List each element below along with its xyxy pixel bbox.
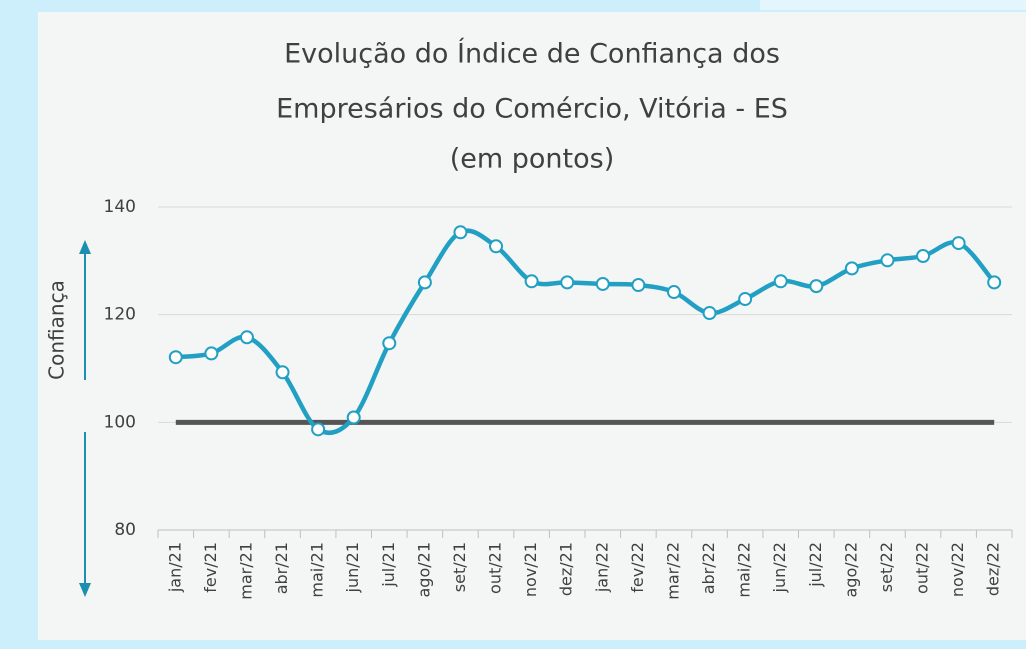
point <box>417 275 432 290</box>
x-tick-label: nov/21 <box>521 542 540 597</box>
y-tick-label: 140 <box>104 197 136 217</box>
y-axis-label: Confiança <box>45 280 69 380</box>
point <box>560 275 575 290</box>
x-tick-label: out/22 <box>913 542 932 594</box>
point <box>239 330 254 345</box>
point <box>524 274 539 289</box>
point <box>738 292 753 307</box>
chart-title: Evolução do Índice de Confiança dos <box>284 38 780 70</box>
x-tick-label: out/21 <box>486 542 505 594</box>
y-arrows <box>79 240 91 597</box>
x-tick-label: mar/22 <box>663 542 682 600</box>
point <box>168 350 183 365</box>
x-tick-label: jun/22 <box>770 542 789 593</box>
point <box>809 279 824 294</box>
point <box>702 306 717 321</box>
x-tick-label: jul/21 <box>379 542 398 588</box>
x-tick-label: abr/22 <box>699 542 718 594</box>
x-tick-label: jan/21 <box>165 542 184 593</box>
x-tick-label: jun/21 <box>343 542 362 593</box>
point <box>844 261 859 276</box>
x-tick-label: mai/22 <box>735 542 754 598</box>
x-tick-label: ago/22 <box>841 542 860 598</box>
x-tick-label: set/22 <box>877 542 896 592</box>
point <box>204 346 219 361</box>
point <box>346 410 361 425</box>
point <box>453 225 468 240</box>
x-tick-label: ago/21 <box>414 542 433 598</box>
point <box>595 276 610 291</box>
chart-title: (em pontos) <box>450 144 615 175</box>
point <box>987 275 1002 290</box>
x-tick-label: dez/22 <box>984 542 1003 596</box>
x-tick-label: set/21 <box>450 542 469 592</box>
x-tick-label: fev/22 <box>628 542 647 593</box>
y-tick-label: 80 <box>114 520 136 540</box>
point <box>951 236 966 251</box>
x-tick-label: dez/21 <box>557 542 576 596</box>
point <box>382 336 397 351</box>
x-tick-label: mai/21 <box>308 542 327 598</box>
y-tick-label: 100 <box>104 412 136 432</box>
x-tick-label: jan/22 <box>592 542 611 593</box>
point <box>666 285 681 300</box>
x-tick-label: abr/21 <box>272 542 291 594</box>
x-tick-label: jul/22 <box>806 542 825 588</box>
x-tick-label: mar/21 <box>236 542 255 600</box>
tab <box>760 0 1026 10</box>
point <box>311 422 326 437</box>
x-tick-label: nov/22 <box>948 542 967 597</box>
point <box>773 274 788 289</box>
y-tick-label: 120 <box>104 305 136 325</box>
chart-title: Empresários do Comércio, Vitória - ES <box>276 94 788 125</box>
x-tick-label: fev/21 <box>201 542 220 593</box>
point <box>880 253 895 268</box>
point <box>631 278 646 293</box>
point <box>916 248 931 263</box>
point <box>489 239 504 254</box>
point <box>275 365 290 380</box>
panel <box>38 12 1026 640</box>
